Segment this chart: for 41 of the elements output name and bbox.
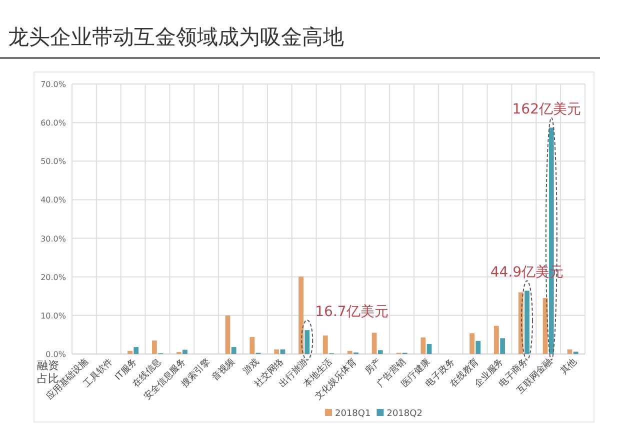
annotation: 162亿美元 <box>512 102 581 118</box>
x-tick-label: 其他 <box>558 356 579 377</box>
legend-label: 2018Q2 <box>386 409 422 419</box>
bar <box>304 330 310 354</box>
y-tick-label: 0.0% <box>46 350 66 359</box>
bar <box>250 337 255 354</box>
bar <box>231 347 236 354</box>
x-tick-label: 房产 <box>362 356 384 377</box>
bar <box>323 335 328 354</box>
bar <box>128 350 132 354</box>
x-tick-label: 游戏 <box>240 356 262 377</box>
y-tick-label: 50.0% <box>40 157 66 166</box>
legend-label: 2018Q1 <box>335 409 371 419</box>
bar <box>524 290 530 354</box>
bar <box>274 349 280 354</box>
bar <box>470 333 474 354</box>
bar <box>134 347 139 354</box>
y-tick-label: 60.0% <box>40 118 66 128</box>
x-tick-label: 音视频 <box>210 356 237 384</box>
y-tick-label: 20.0% <box>40 272 66 282</box>
bar <box>280 349 286 354</box>
bar <box>567 349 572 354</box>
bar <box>494 326 499 354</box>
bar <box>298 276 304 354</box>
chart-title: 龙头企业带动互金领域成为吸金高地 <box>8 25 344 49</box>
bar <box>182 350 188 354</box>
bar <box>426 344 432 354</box>
y-axis-title: 融资占比 <box>37 359 59 385</box>
bar <box>378 350 383 354</box>
bar <box>476 340 481 354</box>
annotation: 16.7亿美元 <box>315 304 388 320</box>
bar <box>372 332 377 354</box>
y-tick-label: 30.0% <box>40 234 66 244</box>
bar <box>225 315 230 354</box>
bar <box>152 340 157 354</box>
y-tick-label: 10.0% <box>40 311 66 320</box>
bar <box>420 337 426 354</box>
bar <box>347 350 352 354</box>
y-tick-label: 40.0% <box>40 196 66 205</box>
bar <box>500 338 505 354</box>
y-tick-label: 70.0% <box>40 80 66 89</box>
